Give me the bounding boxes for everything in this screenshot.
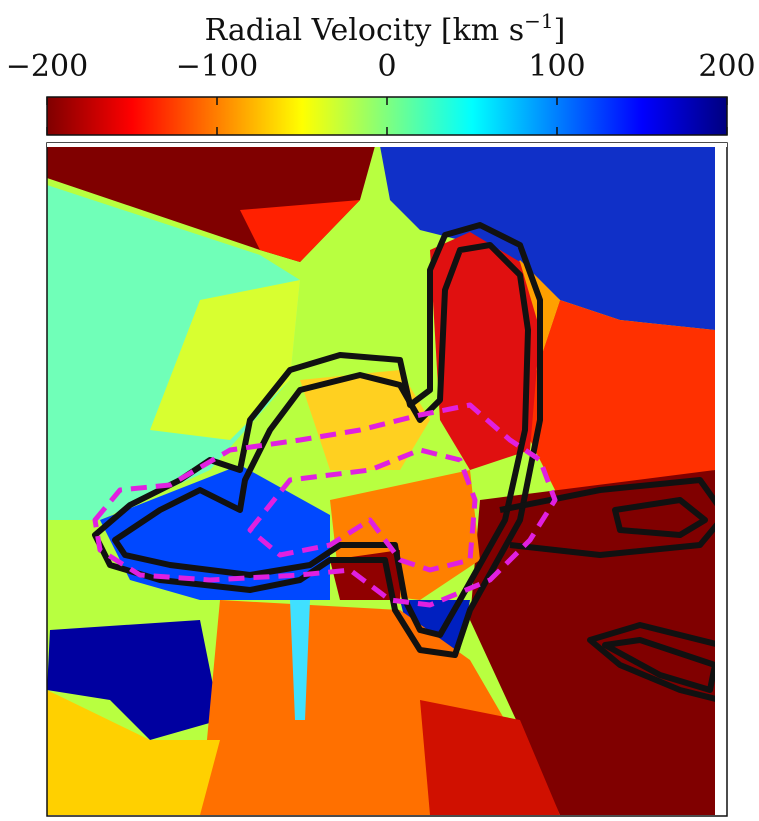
- colorbar-title: Radial Velocity [km s−1]: [205, 9, 566, 48]
- map-region: [47, 620, 220, 740]
- map-region: [47, 690, 220, 815]
- contour: [602, 637, 715, 693]
- title-end: ]: [554, 13, 566, 48]
- colorbar: [46, 96, 728, 136]
- map-region: [380, 146, 715, 330]
- map-region: [300, 370, 430, 470]
- colorbar-tick-label: −200: [6, 49, 88, 84]
- velocity-map: [47, 146, 715, 815]
- map-region: [240, 200, 360, 262]
- contour: [587, 622, 715, 702]
- contour: [612, 497, 708, 538]
- dashed-contour: [92, 402, 558, 608]
- map-region: [290, 600, 310, 720]
- contour: [92, 222, 543, 658]
- colorbar-tick-label: 100: [528, 49, 585, 84]
- map-region: [420, 700, 560, 815]
- colorbar-tick-label: 0: [377, 49, 396, 84]
- map-top-gap: [47, 143, 727, 147]
- map-region: [430, 232, 540, 470]
- map-region: [520, 300, 715, 500]
- colorbar-tick-label: 200: [698, 49, 755, 84]
- colorbar-tick-label: −100: [176, 49, 258, 84]
- title-text: Radial Velocity [km s: [205, 13, 525, 48]
- title-superscript: −1: [524, 9, 553, 33]
- contour: [499, 477, 715, 558]
- map-region: [47, 185, 300, 520]
- dashed-contour: [247, 447, 478, 573]
